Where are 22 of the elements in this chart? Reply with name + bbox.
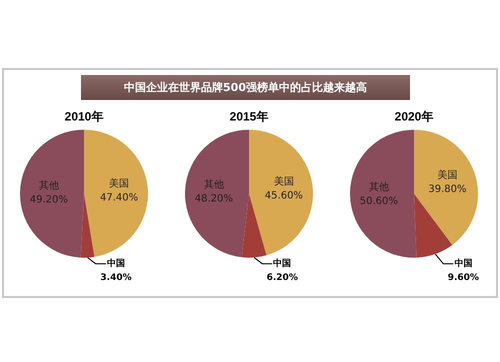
data-label: 48.20% (194, 193, 233, 204)
slice-label: 中国 (107, 258, 125, 270)
data-label: 6.20% (266, 273, 298, 284)
chart-title: 2015年 (230, 110, 268, 124)
data-label: 9.60% (448, 273, 479, 284)
slice-label: 美国 (109, 177, 130, 190)
data-label: 45.60% (264, 190, 303, 202)
slice-label: 其他 (204, 178, 224, 190)
data-label: 3.40% (100, 273, 132, 284)
chart-title: 2020年 (394, 110, 434, 124)
slice-label: 中国 (273, 258, 292, 270)
data-label: 49.20% (30, 194, 68, 206)
slice-label: 美国 (274, 175, 294, 188)
chart-title: 2010年 (64, 110, 104, 124)
data-label: 47.40% (100, 192, 138, 204)
slice-label: 其他 (38, 179, 59, 192)
slice-label: 中国 (454, 258, 472, 270)
data-label: 50.60% (360, 196, 398, 207)
text: 中国企业在世界品牌500强榜单中的占比越来越高 (81, 75, 410, 100)
data-label: 39.80% (428, 184, 466, 196)
slice-label: 美国 (437, 169, 458, 182)
slice-label: 其他 (368, 180, 389, 193)
